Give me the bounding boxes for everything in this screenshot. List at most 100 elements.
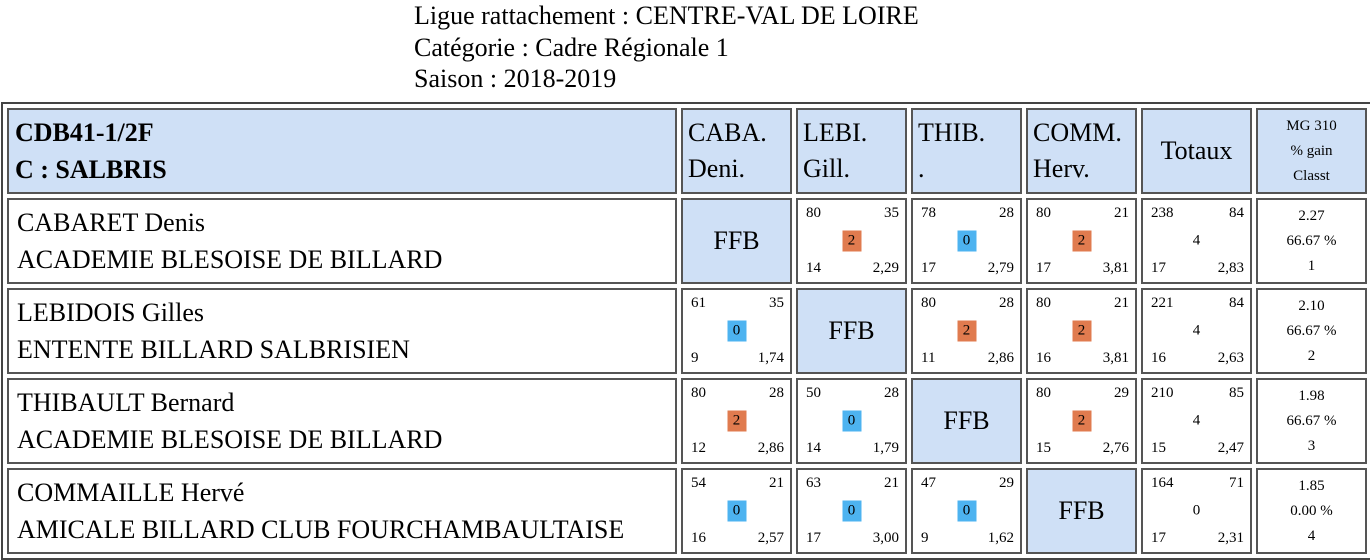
ffb-cell: FFB — [911, 378, 1022, 464]
opponent-header-line1: LEBI. — [803, 118, 868, 147]
match-cell: 78 28 0 17 2,79 — [911, 198, 1022, 284]
match-cell-content: 47 29 0 9 1,62 — [913, 470, 1020, 552]
match-cell-content: 78 28 0 17 2,79 — [913, 200, 1020, 282]
mg-header-line1: MG 310 — [1286, 117, 1337, 134]
totaux-header: Totaux — [1141, 108, 1252, 194]
reprises-value: 14 — [806, 440, 821, 456]
ligue-label: Ligue rattachement : CENTRE-VAL DE LOIRE — [414, 1, 919, 30]
opponent-header: CABA. Deni. — [681, 108, 792, 194]
match-cell: 80 28 2 11 2,86 — [911, 288, 1022, 374]
moyenne-value: 2,83 — [1217, 260, 1244, 276]
match-cell-content: 238 84 4 17 2,83 — [1143, 200, 1250, 282]
player-name: CABARET Denis — [17, 208, 206, 237]
serie-value: 29 — [1114, 385, 1129, 401]
serie-value: 85 — [1229, 385, 1244, 401]
moyenne-value: 2,31 — [1217, 530, 1244, 546]
match-cell-content: 80 29 2 15 2,76 — [1028, 380, 1135, 462]
moyenne-value: 3,81 — [1102, 350, 1129, 366]
reprises-value: 16 — [691, 530, 706, 546]
opponent-header-line2: . — [918, 154, 925, 183]
poule-code: CDB41-1/2F — [15, 118, 154, 147]
mg-header-line2: % gain — [1290, 142, 1333, 159]
reprises-value: 14 — [806, 260, 821, 276]
player-row: CABARET Denis ACADEMIE BLESOISE DE BILLAR… — [7, 198, 1367, 284]
points-value: 80 — [1036, 385, 1051, 401]
match-cell-content: 80 28 2 11 2,86 — [913, 290, 1020, 372]
classt-value: 2 — [1307, 347, 1316, 364]
moyenne-value: 2,76 — [1102, 440, 1129, 456]
player-cell: CABARET Denis ACADEMIE BLESOISE DE BILLAR… — [7, 198, 677, 284]
reprises-value: 17 — [1036, 260, 1051, 276]
ffb-cell: FFB — [1026, 468, 1137, 554]
serie-value: 28 — [999, 295, 1014, 311]
match-cell: 80 29 2 15 2,76 — [1026, 378, 1137, 464]
reprises-value: 12 — [691, 440, 706, 456]
gain-value: 66.67 % — [1286, 412, 1337, 429]
match-cell: 80 28 2 12 2,86 — [681, 378, 792, 464]
match-cell-content: 50 28 0 14 1,79 — [798, 380, 905, 462]
header-row: CDB41-1/2F C : SALBRIS CABA. Deni. LEBI.… — [7, 108, 1367, 194]
points-value: 80 — [1036, 205, 1051, 221]
poule-title: CDB41-1/2F C : SALBRIS — [7, 108, 677, 194]
player-row: LEBIDOIS Gilles ENTENTE BILLARD SALBRISIE… — [7, 288, 1367, 374]
points-value: 50 — [806, 385, 821, 401]
player-club: ACADEMIE BLESOISE DE BILLARD — [17, 425, 443, 454]
mg-value: 2.10 — [1298, 297, 1325, 314]
match-cell: 61 35 0 9 1,74 — [681, 288, 792, 374]
serie-value: 28 — [769, 385, 784, 401]
match-cell: 50 28 0 14 1,79 — [796, 378, 907, 464]
reprises-value: 11 — [921, 350, 936, 366]
moyenne-value: 2,79 — [987, 260, 1014, 276]
moyenne-value: 1,79 — [872, 440, 899, 456]
reprises-value: 9 — [921, 530, 929, 546]
player-club: AMICALE BILLARD CLUB FOURCHAMBAULTAISE — [17, 515, 625, 544]
match-points-badge: 0 — [957, 500, 976, 522]
player-row: THIBAULT Bernard ACADEMIE BLESOISE DE BIL… — [7, 378, 1367, 464]
classt-value: 4 — [1307, 527, 1316, 544]
serie-value: 35 — [769, 295, 784, 311]
mg-cell: 2.27 66.67 % 1 — [1256, 198, 1367, 284]
player-cell: LEBIDOIS Gilles ENTENTE BILLARD SALBRISIE… — [7, 288, 677, 374]
match-points-badge: 2 — [1072, 230, 1091, 252]
mg-value: 2.27 — [1298, 207, 1325, 224]
player-name: THIBAULT Bernard — [17, 388, 235, 417]
points-value: 47 — [921, 475, 936, 491]
match-cell-content: 80 21 2 17 3,81 — [1028, 200, 1135, 282]
reprises-value: 15 — [1036, 440, 1051, 456]
opponent-header-line1: COMM. — [1033, 118, 1122, 147]
match-points-badge: 2 — [957, 320, 976, 342]
match-cell-content: 54 21 0 16 2,57 — [683, 470, 790, 552]
gain-value: 66.67 % — [1286, 322, 1337, 339]
points-value: 80 — [1036, 295, 1051, 311]
moyenne-value: 2,47 — [1217, 440, 1244, 456]
match-cell: 54 21 0 16 2,57 — [681, 468, 792, 554]
match-points-badge: 0 — [1192, 502, 1201, 519]
match-points-badge: 4 — [1192, 322, 1201, 339]
mg-header: MG 310 % gain Classt — [1256, 108, 1367, 194]
serie-value: 28 — [884, 385, 899, 401]
player-club: ACADEMIE BLESOISE DE BILLARD — [17, 245, 443, 274]
match-cell: 80 35 2 14 2,29 — [796, 198, 907, 284]
serie-value: 21 — [884, 475, 899, 491]
totals-cell: 210 85 4 15 2,47 — [1141, 378, 1252, 464]
match-cell: 63 21 0 17 3,00 — [796, 468, 907, 554]
totals-cell: 238 84 4 17 2,83 — [1141, 198, 1252, 284]
opponent-header: LEBI. Gill. — [796, 108, 907, 194]
match-cell: 80 21 2 16 3,81 — [1026, 288, 1137, 374]
serie-value: 71 — [1229, 475, 1244, 491]
player-name: COMMAILLE Hervé — [17, 478, 245, 507]
match-cell-content: 63 21 0 17 3,00 — [798, 470, 905, 552]
classt-value: 1 — [1307, 257, 1316, 274]
player-cell: COMMAILLE Hervé AMICALE BILLARD CLUB FOUR… — [7, 468, 677, 554]
serie-value: 21 — [1114, 295, 1129, 311]
moyenne-value: 2,86 — [757, 440, 784, 456]
player-club: ENTENTE BILLARD SALBRISIEN — [17, 335, 410, 364]
results-table: CDB41-1/2F C : SALBRIS CABA. Deni. LEBI.… — [1, 102, 1370, 560]
match-cell-content: 164 71 0 17 2,31 — [1143, 470, 1250, 552]
serie-value: 84 — [1229, 295, 1244, 311]
match-points-badge: 0 — [842, 500, 861, 522]
serie-value: 21 — [1114, 205, 1129, 221]
match-points-badge: 2 — [842, 230, 861, 252]
opponent-header: THIB. . — [911, 108, 1022, 194]
player-name: LEBIDOIS Gilles — [17, 298, 205, 327]
